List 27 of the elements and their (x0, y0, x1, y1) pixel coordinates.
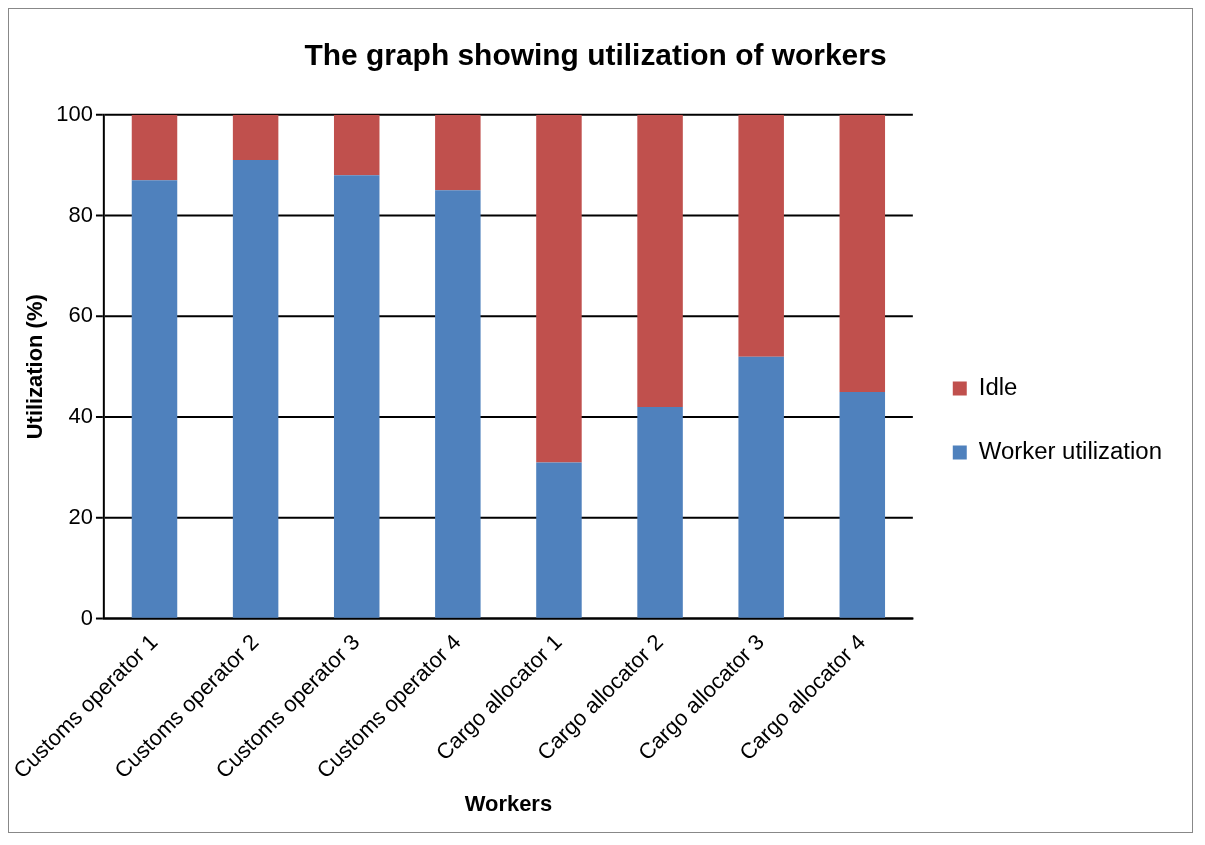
bar (232, 114, 279, 161)
y-tick-label: 0 (80, 604, 93, 630)
bar (333, 175, 380, 618)
y-tick-label: 40 (68, 403, 93, 429)
x-axis-title: Workers (464, 790, 553, 816)
bar (839, 392, 886, 618)
legend-label: Idle (978, 373, 1018, 401)
chart-title: The graph showing utilization of workers (304, 38, 887, 72)
bar (131, 180, 178, 618)
bar (738, 114, 784, 357)
bar (232, 160, 279, 618)
bar (738, 356, 784, 618)
y-tick-label: 20 (68, 504, 93, 530)
legend-label: Worker utilization (978, 437, 1162, 465)
y-tick-label: 100 (56, 100, 93, 126)
y-tick-label: 80 (68, 201, 93, 227)
bar (131, 114, 178, 181)
bar (536, 114, 582, 463)
bar (637, 407, 683, 618)
bar (637, 114, 683, 408)
bar (435, 114, 481, 191)
bar (839, 114, 886, 392)
y-tick-label: 60 (68, 302, 93, 328)
y-axis-title: Utilization (%) (22, 294, 48, 440)
bar (435, 190, 481, 618)
bar (536, 462, 582, 618)
bar (333, 114, 380, 176)
